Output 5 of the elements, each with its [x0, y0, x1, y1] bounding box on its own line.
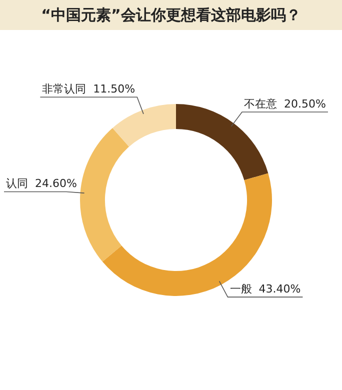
slice-label: 认同 24.60% [6, 177, 77, 190]
chart-title: “中国元素”会让你更想看这部电影吗？ [0, 0, 342, 30]
slice-label: 一般 43.40% [230, 282, 301, 296]
slice-label: 非常认同 11.50% [42, 82, 136, 96]
slice-label: 不在意 20.50% [244, 97, 326, 110]
